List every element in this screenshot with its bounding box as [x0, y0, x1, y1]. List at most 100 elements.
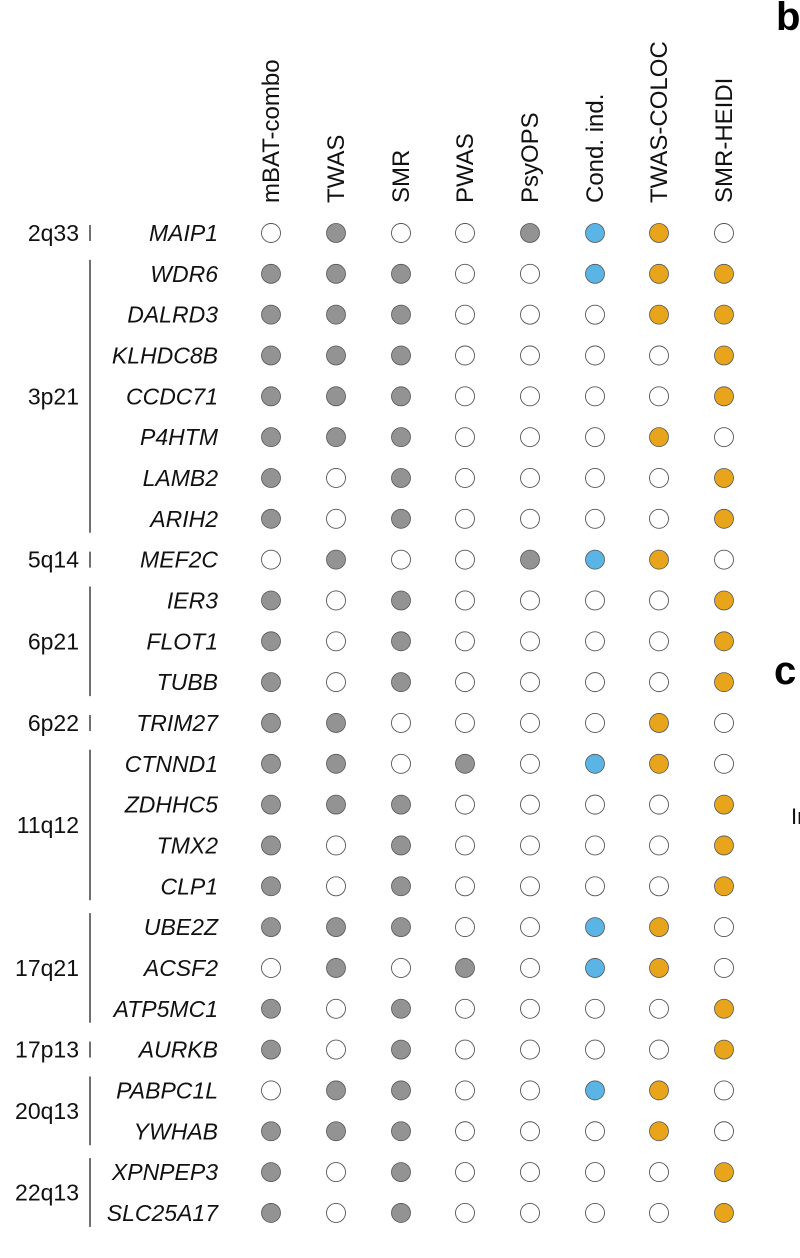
- gene-label-trim27: TRIM27: [136, 710, 219, 736]
- dot-tmx2-smr: [391, 835, 411, 856]
- dot-klhdc8b-psyops: [520, 345, 540, 366]
- dot-ier3-smr-heidi: [714, 590, 734, 611]
- column-header-mbat-combo: mBAT-combo: [258, 59, 285, 203]
- dot-ccdc71-smr-heidi: [714, 386, 734, 407]
- dot-flot1-psyops: [520, 631, 540, 652]
- dot-p4htm-pwas: [455, 427, 475, 448]
- gene-label-xpnpep3: XPNPEP3: [111, 1159, 218, 1185]
- dot-slc25a17-pwas: [455, 1202, 475, 1223]
- dot-slc25a17-smr: [391, 1203, 411, 1223]
- gene-label-acsf2: ACSF2: [142, 955, 218, 981]
- region-label-17p13: 17p13: [15, 1037, 79, 1063]
- dot-ywhab-twas: [326, 1121, 346, 1142]
- gene-label-flot1: FLOT1: [146, 628, 218, 654]
- dot-ywhab-smr-heidi: [714, 1121, 734, 1142]
- dot-arih2-mbat-combo: [261, 508, 281, 529]
- region-label-6p21: 6p21: [28, 628, 79, 654]
- dot-pabpc1l-twas: [326, 1080, 346, 1101]
- dot-zdhhc5-pwas: [455, 794, 475, 815]
- dot-mef2c-twas: [326, 549, 346, 570]
- region-label-20q13: 20q13: [15, 1098, 79, 1124]
- dot-ywhab-smr: [391, 1121, 411, 1142]
- dot-maip1-twas: [326, 223, 346, 243]
- dot-trim27-smr: [391, 713, 411, 733]
- dot-slc25a17-mbat-combo: [261, 1203, 281, 1223]
- dot-ube2z-smr-heidi: [714, 917, 734, 938]
- dot-atp5mc1-pwas: [455, 998, 475, 1019]
- gene-label-tmx2: TMX2: [157, 832, 219, 858]
- dot-trim27-twas: [326, 713, 346, 733]
- dot-wdr6-mbat-combo: [261, 263, 281, 284]
- dot-aurkb-psyops: [520, 1039, 540, 1060]
- dot-lamb2-mbat-combo: [261, 468, 281, 488]
- dot-pabpc1l-twas-coloc: [649, 1080, 669, 1101]
- gene-label-wdr6: WDR6: [150, 261, 218, 287]
- dot-flot1-mbat-combo: [261, 631, 281, 652]
- dot-atp5mc1-smr: [391, 998, 411, 1019]
- gene-label-slc25a17: SLC25A17: [107, 1200, 219, 1226]
- gene-label-maip1: MAIP1: [149, 220, 218, 246]
- dot-ywhab-cond-ind: [585, 1121, 605, 1142]
- dot-klhdc8b-smr-heidi: [714, 345, 734, 366]
- region-label-11q12: 11q12: [17, 812, 79, 838]
- dot-ube2z-psyops: [520, 917, 540, 938]
- dot-klhdc8b-mbat-combo: [261, 345, 281, 366]
- dot-tmx2-cond-ind: [585, 835, 605, 856]
- dot-trim27-cond-ind: [585, 713, 605, 733]
- gene-label-ier3: IER3: [167, 587, 218, 613]
- dot-grid: [261, 223, 734, 1223]
- dot-maip1-smr: [391, 223, 411, 243]
- dot-mef2c-twas-coloc: [649, 549, 669, 570]
- dot-zdhhc5-mbat-combo: [261, 794, 281, 815]
- dot-xpnpep3-smr-heidi: [714, 1162, 734, 1182]
- dot-klhdc8b-twas: [326, 345, 346, 366]
- dot-maip1-twas-coloc: [649, 223, 669, 243]
- dot-flot1-twas-coloc: [649, 631, 669, 652]
- dot-aurkb-twas-coloc: [649, 1039, 669, 1060]
- region-label-22q13: 22q13: [15, 1180, 79, 1206]
- dot-mef2c-cond-ind: [585, 549, 605, 570]
- column-header-cond-ind: Cond. ind.: [582, 94, 609, 203]
- dot-ier3-psyops: [520, 590, 540, 611]
- dot-ube2z-mbat-combo: [261, 917, 281, 938]
- dot-acsf2-twas: [326, 958, 346, 978]
- dot-zdhhc5-twas-coloc: [649, 794, 669, 815]
- dot-arih2-smr-heidi: [714, 508, 734, 529]
- dot-dalrd3-twas-coloc: [649, 304, 669, 325]
- dot-wdr6-psyops: [520, 263, 540, 284]
- column-header-twas: TWAS: [323, 135, 350, 203]
- dot-aurkb-cond-ind: [585, 1039, 605, 1060]
- dot-ctnnd1-cond-ind: [585, 753, 605, 774]
- dot-acsf2-smr: [391, 957, 411, 978]
- column-header-pwas: PWAS: [452, 133, 479, 203]
- dot-klhdc8b-smr: [391, 345, 411, 366]
- gene-label-ctnnd1: CTNND1: [125, 751, 218, 777]
- dot-maip1-pwas: [455, 223, 475, 243]
- dot-trim27-mbat-combo: [261, 713, 281, 733]
- dot-ccdc71-twas-coloc: [649, 386, 669, 407]
- dot-acsf2-cond-ind: [585, 958, 605, 978]
- dot-ube2z-smr: [391, 917, 411, 938]
- dot-atp5mc1-twas: [326, 998, 346, 1019]
- dot-zdhhc5-smr-heidi: [714, 794, 734, 815]
- dot-acsf2-psyops: [520, 957, 540, 978]
- dot-mef2c-smr: [391, 549, 411, 570]
- dot-arih2-cond-ind: [585, 508, 605, 529]
- dot-tubb-pwas: [455, 672, 475, 693]
- dot-slc25a17-twas-coloc: [649, 1202, 669, 1223]
- dot-trim27-twas-coloc: [649, 713, 669, 733]
- dot-ywhab-mbat-combo: [261, 1121, 281, 1142]
- dot-zdhhc5-cond-ind: [585, 794, 605, 815]
- dot-mef2c-psyops: [520, 549, 540, 570]
- dot-slc25a17-twas: [326, 1202, 346, 1223]
- gene-label-lamb2: LAMB2: [143, 465, 219, 491]
- dot-clp1-twas: [326, 876, 346, 897]
- dot-ctnnd1-pwas: [455, 753, 475, 774]
- region-label-2q33: 2q33: [28, 220, 79, 246]
- dot-maip1-cond-ind: [585, 223, 605, 243]
- dot-xpnpep3-cond-ind: [585, 1162, 605, 1183]
- dot-aurkb-smr-heidi: [714, 1039, 734, 1060]
- dot-ccdc71-psyops: [520, 386, 540, 407]
- dot-mef2c-mbat-combo: [261, 549, 281, 570]
- dot-arih2-pwas: [455, 508, 475, 529]
